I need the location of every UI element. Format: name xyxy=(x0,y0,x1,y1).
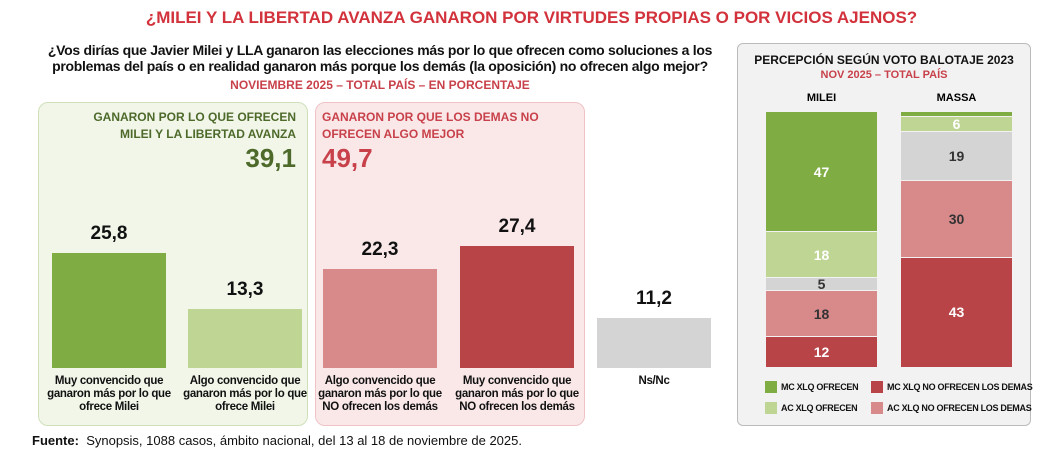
green-group-heading: GANARON POR LO QUE OFRECEN MILEI Y LA LI… xyxy=(93,110,296,141)
bar-value-label: 11,2 xyxy=(636,288,672,310)
stack-segment: 43 xyxy=(901,257,1012,368)
stack-segment xyxy=(901,112,1012,118)
column-header: MASSA xyxy=(936,92,977,104)
stack-segment: 47 xyxy=(766,112,877,233)
bar-value-label: 22,3 xyxy=(361,238,399,260)
category-label: Algo convencido que ganaron más por lo q… xyxy=(183,375,307,413)
legend-swatch xyxy=(871,381,883,393)
legend-swatch xyxy=(765,381,777,393)
source-label: Fuente: xyxy=(32,433,79,448)
green-group-total: 39,1 xyxy=(245,143,296,173)
main-title: ¿MILEI Y LA LIBERTAD AVANZA GANARON POR … xyxy=(145,8,918,27)
legend-swatch xyxy=(765,402,777,414)
source-note: Fuente: Synopsis, 1088 casos, ámbito nac… xyxy=(32,433,522,448)
panel-title: PERCEPCIÓN SEGÚN VOTO BALOTAJE 2023 xyxy=(754,53,1014,67)
red-group-heading: GANARON POR QUE LOS DEMAS NO OFRECEN ALG… xyxy=(322,110,539,141)
bar xyxy=(460,245,574,368)
stack-segment: 30 xyxy=(901,181,1012,258)
bar-value-label: 27,4 xyxy=(498,215,536,237)
bar-value-label: 25,8 xyxy=(90,222,128,244)
legend-item: MC XLQ NO OFRECEN LOS DEMAS xyxy=(871,381,1033,393)
bar xyxy=(597,318,711,368)
legend-label: MC XLQ NO OFRECEN LOS DEMAS xyxy=(887,382,1033,392)
legend-label: MC XLQ OFRECEN xyxy=(781,382,859,392)
stack-segment: 18 xyxy=(766,291,877,338)
panel-subtitle: NOV 2025 – TOTAL PAÍS xyxy=(820,69,948,81)
question-text: ¿Vos dirías que Javier Milei y LLA ganar… xyxy=(47,42,713,74)
legend-item: AC XLQ NO OFRECEN LOS DEMAS xyxy=(871,402,1032,414)
legend-item: AC XLQ OFRECEN xyxy=(765,402,858,414)
category-label: Ns/Nc xyxy=(638,375,670,387)
legend-label: AC XLQ NO OFRECEN LOS DEMAS xyxy=(887,403,1032,413)
bar xyxy=(188,308,302,368)
legend-label: AC XLQ OFRECEN xyxy=(781,403,858,413)
category-label: Muy convencido que ganaron más por lo qu… xyxy=(47,375,171,413)
stack-segment: 12 xyxy=(766,337,877,368)
category-label: Muy convencido que ganaron más por lo qu… xyxy=(455,375,579,413)
stack-segment: 18 xyxy=(766,232,877,279)
category-label: Algo convencido que ganaron más por lo q… xyxy=(318,375,442,413)
bar-value-label: 13,3 xyxy=(226,278,264,300)
source-text: Synopsis, 1088 casos, ámbito nacional, d… xyxy=(86,433,522,448)
bar xyxy=(323,268,437,368)
stack-segment: 19 xyxy=(901,132,1012,182)
legend-swatch xyxy=(871,402,883,414)
column-header: MILEI xyxy=(806,92,837,104)
stack-segment: 5 xyxy=(766,276,877,292)
red-group-total: 49,7 xyxy=(322,143,373,173)
stack-segment: 6 xyxy=(901,116,1012,133)
bar xyxy=(52,252,166,368)
legend-item: MC XLQ OFRECEN xyxy=(765,381,859,393)
subtitle: NOVIEMBRE 2025 – TOTAL PAÍS – EN PORCENT… xyxy=(230,78,530,92)
